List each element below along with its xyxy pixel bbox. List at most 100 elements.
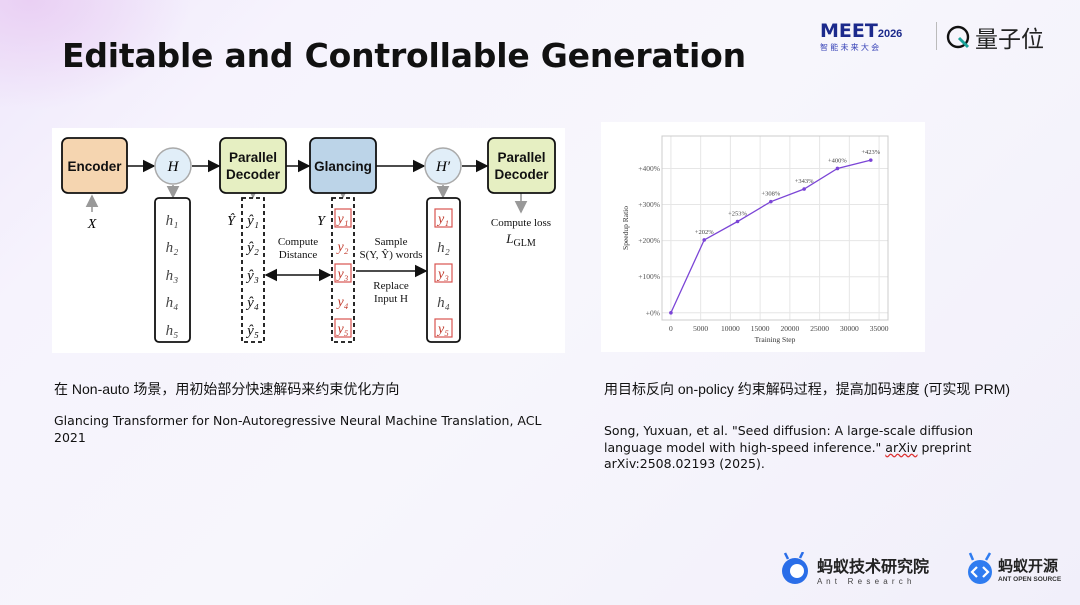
meet-subtitle: 智 能 未 来 大 会: [820, 43, 880, 52]
parallel-decoder-2-box: Parallel Decoder: [487, 137, 556, 194]
speedup-chart: 0 5000 10000 15000 20000 25000 30000 35000 +0% +1…: [621, 135, 889, 344]
x-input-label: X: [87, 217, 97, 232]
h-node-label: H: [167, 159, 180, 175]
right-reference-arxiv: arXiv: [885, 439, 918, 455]
y-tick-label: +100%: [638, 272, 660, 281]
ant-research-en: A n t R e s e a r c h: [817, 576, 913, 586]
y-cell-3: y₃: [335, 267, 348, 282]
right-reference-text: Song, Yuxuan, et al. "Seed diffusion: A …: [604, 423, 974, 455]
y-hat-cell-5: ŷ₅: [245, 323, 259, 339]
x-tick-label: 35000: [870, 324, 889, 333]
qbit-logo: 量子位: [946, 20, 1066, 54]
y-hat-label: Ŷ: [227, 212, 237, 229]
h-cell-5: h₅: [166, 323, 179, 339]
y-tick-label: +200%: [638, 236, 660, 245]
data-label: +202%: [695, 229, 714, 236]
parallel-decoder-1-box: Parallel Decoder: [219, 137, 287, 194]
h-cell-2: h₂: [166, 240, 179, 256]
qbit-q-icon: [946, 25, 970, 49]
y-cell-5: y₅: [335, 322, 348, 337]
y-hat-cell-1: ŷ₁: [245, 213, 259, 229]
data-point: [769, 199, 773, 204]
flow-arrows: [127, 159, 489, 282]
h-cell-3: h₃: [166, 268, 179, 284]
ant-open-source-en: ANT OPEN SOURCE: [998, 576, 1062, 583]
glancing-box: Glancing: [309, 137, 377, 194]
y-column-box: [331, 197, 355, 343]
y-cell-4: y₄: [335, 295, 348, 310]
data-label: +308%: [761, 191, 780, 198]
data-label: +423%: [861, 149, 880, 156]
h-cell-1: h₁: [166, 213, 179, 229]
glat-diagram-figure: Encoder H Parallel Decoder Glancing H′ P…: [52, 128, 565, 353]
right-reference: Song, Yuxuan, et al. "Seed diffusion: A …: [604, 423, 1014, 473]
encoder-label: Encoder: [67, 159, 122, 174]
y-cell-2: y₂: [335, 240, 348, 255]
data-point: [835, 166, 840, 171]
ant-open-source-icon: [968, 552, 992, 584]
data-label: +253%: [728, 211, 747, 218]
meet-year: 2026: [877, 28, 903, 40]
x-tick-label: 30000: [840, 324, 859, 333]
right-reference-text-end: preprint arXiv:2508.02193 (2025).: [604, 439, 972, 472]
y-tick-label: +300%: [638, 200, 660, 209]
replace-line1: Replace: [373, 280, 409, 292]
y-hat-cell-2: ŷ₂: [245, 240, 259, 256]
x-tick-label: 5000: [693, 324, 708, 333]
data-point: [702, 238, 707, 242]
y-cell-1: y₁: [335, 212, 348, 227]
h-prime-node: H′: [424, 147, 462, 185]
h-prime-node-label: H′: [435, 159, 451, 175]
decoder-1-label-line1: Parallel: [229, 150, 277, 165]
sample-line2: S(Y, Ŷ) words: [359, 249, 422, 261]
replace-line2: Input H: [374, 293, 408, 305]
ant-research-icon: [782, 552, 808, 584]
y-hat-cell-4: ŷ₄: [245, 295, 259, 311]
h-cell-4: h₄: [166, 295, 179, 311]
y-axis-label: Speedup Ratio: [621, 206, 630, 250]
loss-symbol: LGLM: [505, 231, 536, 249]
y-hat-cell-3: ŷ₃: [245, 268, 259, 284]
glancing-label: Glancing: [314, 159, 372, 174]
data-point: [802, 187, 806, 191]
ant-research-logo: 蚂蚁技术研究院 A n t R e s e a r c h: [778, 552, 948, 586]
h-node: H: [154, 147, 192, 185]
meet-logo: MEET2026 智 能 未 来 大 会: [820, 20, 930, 53]
decoder-1-label-line2: Decoder: [226, 167, 281, 182]
decoder-2-label-line2: Decoder: [494, 167, 549, 182]
h-prime-cell-5: y₅: [436, 322, 449, 337]
h-column-box: [154, 197, 191, 343]
data-point: [669, 310, 673, 315]
encoder-box: Encoder: [61, 137, 128, 194]
right-caption: 用目标反向 on-policy 约束解码过程，提高加码速度 (可实现 PRM): [604, 381, 1011, 397]
y-tick-label: +0%: [646, 308, 660, 317]
h-prime-cell-1: y₁: [436, 212, 449, 227]
x-axis-label: Training Step: [755, 335, 796, 344]
ant-research-cn: 蚂蚁技术研究院: [817, 558, 930, 576]
data-point: [735, 219, 740, 224]
compute-loss-label: Compute loss: [491, 217, 551, 229]
x-tick-label: 10000: [721, 324, 740, 333]
compute-distance-line1: Compute: [278, 236, 318, 248]
compute-distance-line2: Distance: [279, 249, 318, 261]
data-label: +400%: [828, 157, 847, 164]
glat-diagram: Encoder H Parallel Decoder Glancing H′ P…: [61, 137, 556, 343]
x-tick-label: 20000: [780, 324, 799, 333]
speedup-chart-figure: 0 5000 10000 15000 20000 25000 30000 35000 +0% +1…: [601, 122, 925, 352]
h-prime-column-box: [426, 197, 461, 343]
left-caption: 在 Non-auto 场景，用初始部分快速解码来约束优化方向: [54, 381, 400, 397]
data-point: [868, 158, 873, 162]
left-reference: Glancing Transformer for Non-Autoregress…: [54, 413, 542, 445]
h-prime-cell-4: h₄: [437, 295, 450, 311]
data-label: +343%: [795, 178, 814, 185]
x-tick-label: 25000: [810, 324, 829, 333]
meet-logo-text: MEET: [820, 20, 878, 42]
y-hat-column-box: [241, 197, 265, 343]
x-tick-label: 15000: [751, 324, 770, 333]
logo-divider: [936, 22, 937, 50]
ant-open-source-cn: 蚂蚁开源: [998, 558, 1059, 575]
qbit-logo-text: 量子位: [975, 26, 1044, 52]
x-tick-label: 0: [669, 324, 673, 333]
y-label: Y: [317, 214, 327, 229]
plot-frame: [661, 135, 889, 321]
